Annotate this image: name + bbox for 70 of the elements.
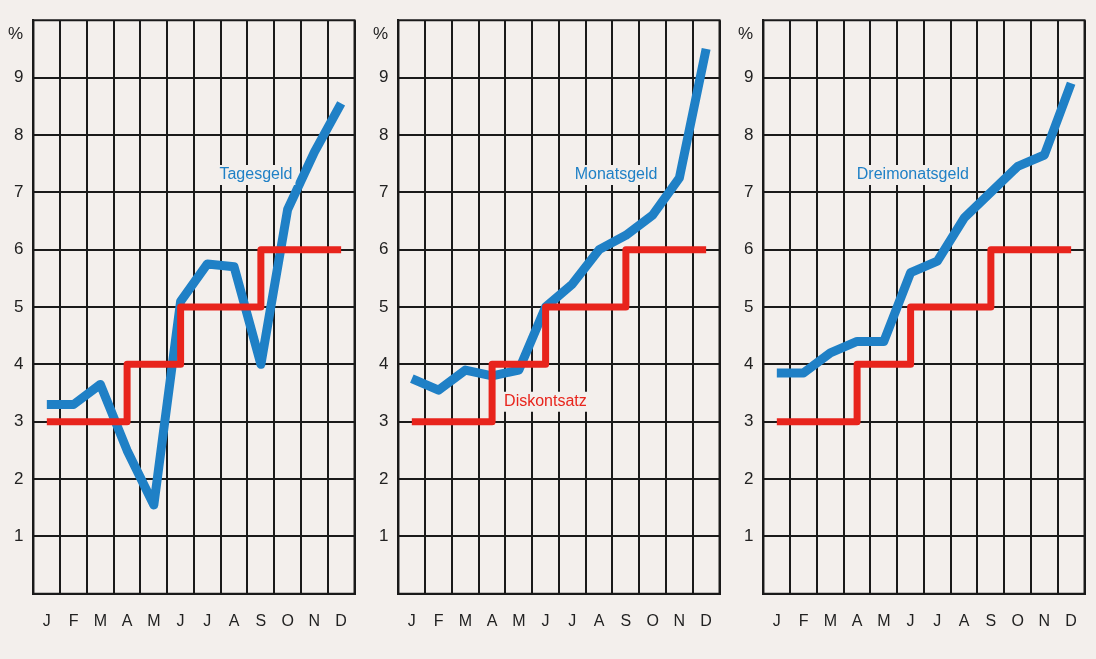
y-tick-label: 5 bbox=[13, 296, 24, 316]
x-tick-label: S bbox=[620, 611, 632, 629]
x-tick-label: M bbox=[877, 611, 891, 629]
x-tick-label: A bbox=[228, 611, 240, 629]
y-tick-label: 4 bbox=[13, 354, 24, 374]
y-tick-label: 2 bbox=[743, 468, 754, 488]
series-label: Tagesgeld bbox=[219, 165, 293, 183]
x-tick-label: M bbox=[512, 611, 526, 629]
series-label: Monatsgeld bbox=[574, 165, 658, 183]
y-tick-label: 5 bbox=[743, 296, 754, 316]
y-tick-label: 7 bbox=[378, 181, 389, 201]
x-tick-label: M bbox=[93, 611, 108, 629]
y-tick-label: 1 bbox=[13, 526, 24, 546]
x-tick-label: F bbox=[68, 611, 79, 629]
y-tick-label: 6 bbox=[743, 239, 754, 259]
y-tick-label: 2 bbox=[13, 468, 24, 488]
x-tick-label: O bbox=[1011, 611, 1024, 629]
series-label: Diskontsatz bbox=[504, 392, 587, 410]
x-tick-label: N bbox=[1038, 611, 1051, 629]
x-tick-label: A bbox=[486, 611, 498, 629]
x-tick-label: N bbox=[673, 611, 686, 629]
y-tick-label: 7 bbox=[13, 181, 24, 201]
x-tick-label: M bbox=[147, 611, 161, 629]
x-tick-label: J bbox=[933, 611, 942, 629]
x-tick-label: A bbox=[593, 611, 605, 629]
x-tick-label: M bbox=[458, 611, 473, 629]
x-tick-label: D bbox=[335, 611, 347, 629]
x-tick-label: J bbox=[407, 611, 416, 629]
y-tick-label: 6 bbox=[13, 239, 24, 259]
x-tick-label: D bbox=[700, 611, 712, 629]
y-tick-label: 8 bbox=[13, 124, 24, 144]
y-axis-title: % bbox=[372, 24, 389, 44]
y-tick-label: 4 bbox=[743, 354, 754, 374]
x-tick-label: J bbox=[906, 611, 915, 629]
x-tick-label: A bbox=[121, 611, 133, 629]
y-tick-label: 9 bbox=[13, 67, 24, 87]
x-tick-label: J bbox=[772, 611, 781, 629]
x-tick-label: J bbox=[568, 611, 577, 629]
y-tick-label: 2 bbox=[378, 468, 389, 488]
y-tick-label: 3 bbox=[13, 411, 24, 431]
x-tick-label: S bbox=[255, 611, 267, 629]
x-tick-label: F bbox=[798, 611, 809, 629]
y-tick-label: 6 bbox=[378, 239, 389, 259]
x-tick-label: S bbox=[985, 611, 997, 629]
y-axis-title: % bbox=[7, 24, 24, 44]
x-tick-label: D bbox=[1065, 611, 1077, 629]
y-tick-label: 8 bbox=[743, 124, 754, 144]
y-tick-label: 9 bbox=[378, 67, 389, 87]
x-tick-label: J bbox=[203, 611, 212, 629]
y-tick-label: 3 bbox=[743, 411, 754, 431]
y-tick-label: 8 bbox=[378, 124, 389, 144]
y-tick-label: 9 bbox=[743, 67, 754, 87]
y-tick-label: 1 bbox=[378, 526, 389, 546]
x-tick-label: M bbox=[823, 611, 838, 629]
x-tick-label: F bbox=[433, 611, 444, 629]
y-tick-label: 7 bbox=[743, 181, 754, 201]
y-tick-label: 4 bbox=[378, 354, 389, 374]
x-tick-label: A bbox=[958, 611, 970, 629]
x-tick-label: N bbox=[308, 611, 321, 629]
y-tick-label: 5 bbox=[378, 296, 389, 316]
x-tick-label: J bbox=[541, 611, 550, 629]
x-tick-label: A bbox=[851, 611, 863, 629]
x-tick-label: O bbox=[646, 611, 659, 629]
series-label: Dreimonatsgeld bbox=[856, 165, 969, 183]
y-tick-label: 1 bbox=[743, 526, 754, 546]
x-tick-label: J bbox=[42, 611, 51, 629]
x-tick-label: O bbox=[281, 611, 294, 629]
x-tick-label: J bbox=[176, 611, 185, 629]
y-tick-label: 3 bbox=[378, 411, 389, 431]
y-axis-title: % bbox=[737, 24, 754, 44]
